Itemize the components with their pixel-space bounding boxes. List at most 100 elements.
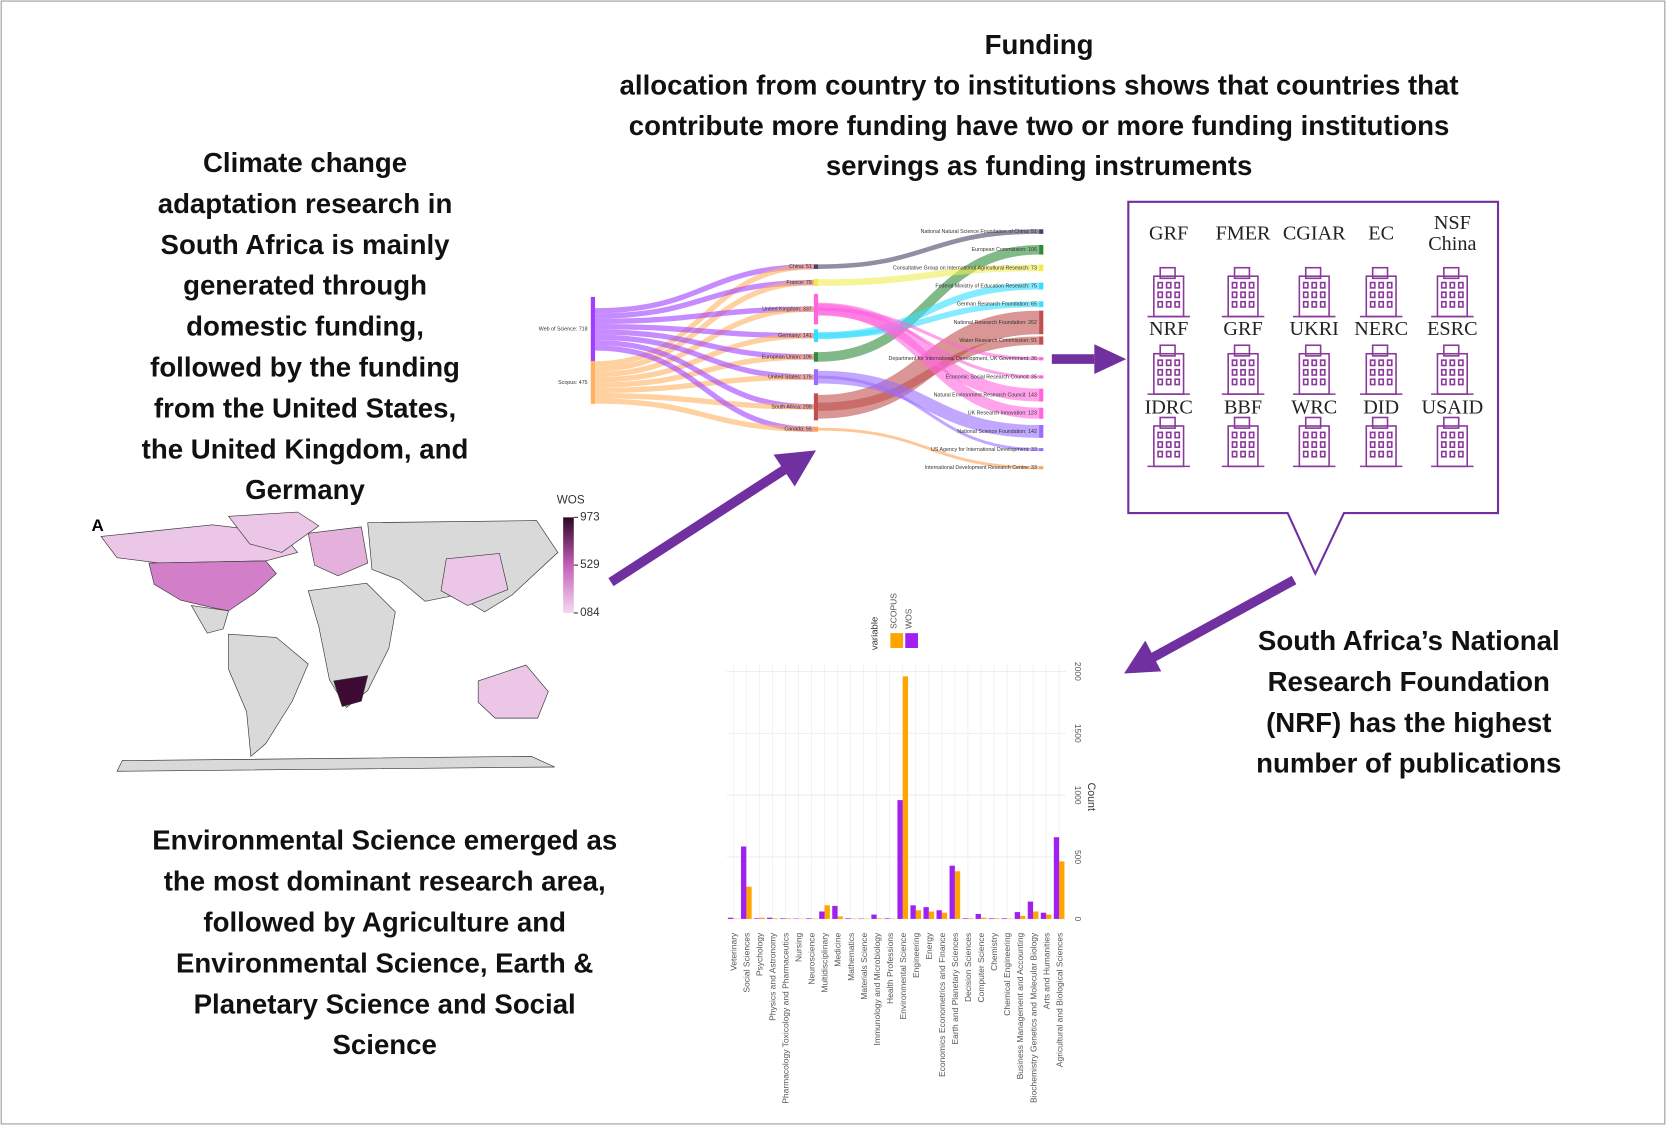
sankey-node (813, 279, 819, 287)
institution-label: ESRC (1427, 318, 1477, 340)
sankey-label: Department for International Development… (889, 356, 1037, 362)
caption-line: Environmental Science, Earth & (176, 947, 593, 978)
bar (884, 918, 890, 919)
window (1319, 359, 1326, 367)
sankey-label: US Agency for International Development:… (931, 447, 1037, 453)
x-tick-label: Chemical Engineering (1002, 932, 1012, 1015)
sankey-label: United Kingdom: 337 (762, 307, 812, 313)
caption-line: contribute more funding have two or more… (629, 110, 1450, 141)
sankey-flow (818, 303, 1040, 419)
window (1311, 291, 1318, 299)
caption-line: South Africa is mainly (161, 229, 451, 260)
legend-title: WOS (557, 494, 585, 507)
building-tower (1304, 266, 1322, 280)
sankey-node (1039, 264, 1044, 272)
colorbar (563, 517, 574, 613)
window (1319, 431, 1326, 439)
sankey-label: South Africa: 299 (771, 404, 811, 410)
window (1378, 450, 1385, 458)
bar (819, 911, 825, 919)
window (1231, 291, 1238, 299)
panel-label: A (91, 516, 103, 535)
sankey-node (1039, 310, 1044, 335)
caption-line: followed by the funding (150, 351, 460, 382)
window (1311, 300, 1318, 308)
greenland (227, 511, 320, 553)
building-tower (1159, 344, 1176, 357)
window (1386, 378, 1393, 386)
window (1440, 368, 1447, 376)
sankey-node (813, 393, 819, 421)
colorbar-label: 973 (580, 510, 599, 523)
bar (772, 918, 778, 919)
institution-label: NERC (1354, 318, 1408, 340)
window (1302, 291, 1309, 299)
bar (806, 918, 812, 919)
window (1440, 378, 1447, 386)
caption-line: domestic funding, (186, 311, 424, 342)
window (1449, 291, 1456, 299)
building-icon (1292, 416, 1336, 468)
window (1165, 368, 1172, 376)
window (1302, 378, 1309, 386)
institution-label: IDRC (1145, 397, 1193, 419)
window (1231, 368, 1238, 376)
x-tick-label: Business Management and Accounting (1015, 932, 1025, 1079)
building-icon (1221, 344, 1265, 395)
x-tick-label: Pharmacology Toxicology and Pharmaceutic… (781, 933, 791, 1104)
sankey-node (1039, 407, 1044, 419)
y-tick-label: 1500 (1073, 724, 1083, 743)
window (1386, 359, 1393, 367)
window (1378, 378, 1385, 386)
sankey-node (813, 369, 819, 386)
window (1248, 291, 1255, 299)
sankey-node (1039, 229, 1044, 234)
caption-line: servings as funding instruments (826, 150, 1252, 181)
sankey-label: Germany: 141 (778, 333, 812, 339)
window (1240, 291, 1246, 299)
building-tower (1443, 344, 1460, 357)
x-tick-label: Mathematics (846, 933, 856, 981)
australia (477, 664, 549, 719)
window (1449, 281, 1456, 289)
window (1311, 368, 1318, 376)
window (1369, 291, 1376, 299)
colorbar-label: 529 (580, 558, 599, 571)
window (1174, 368, 1181, 376)
africa (307, 582, 396, 708)
window (1457, 359, 1464, 367)
caption-line: the United Kingdom, and (142, 433, 469, 464)
bar (727, 917, 734, 919)
window (1440, 291, 1447, 299)
window (1369, 441, 1376, 449)
sankey-label: Web of Science: 718 (539, 327, 588, 333)
sankey-node (590, 360, 596, 404)
sankey-node (1039, 388, 1044, 402)
sankey-flow (818, 264, 1040, 286)
sankey-flow (818, 336, 1040, 411)
building-icon (1221, 416, 1265, 468)
window (1457, 368, 1464, 376)
window (1386, 291, 1393, 299)
x-tick-label: Computer Science (976, 932, 986, 1002)
caption-line: number of publications (1256, 748, 1561, 779)
x-tick-label: Immunology and Microbiology (872, 932, 882, 1045)
window (1319, 441, 1326, 449)
south-america (228, 633, 309, 758)
sankey-flow (595, 374, 814, 394)
sankey-label: Economic Social Research Council: 35 (946, 374, 1037, 380)
y-tick-label: 1000 (1073, 786, 1083, 805)
caption-line: generated through (183, 270, 427, 301)
window (1440, 281, 1447, 289)
window (1440, 300, 1447, 308)
sankey-label: National Research Foundation: 262 (954, 320, 1037, 326)
window (1386, 300, 1393, 308)
sankey-node (1039, 282, 1044, 290)
window (1248, 359, 1255, 367)
sankey-label: Canada: 55 (784, 427, 811, 433)
window (1457, 431, 1464, 439)
sankey-label: German Research Foundation: 65 (957, 302, 1037, 308)
sankey-label: National Science Foundation: 142 (957, 429, 1037, 435)
